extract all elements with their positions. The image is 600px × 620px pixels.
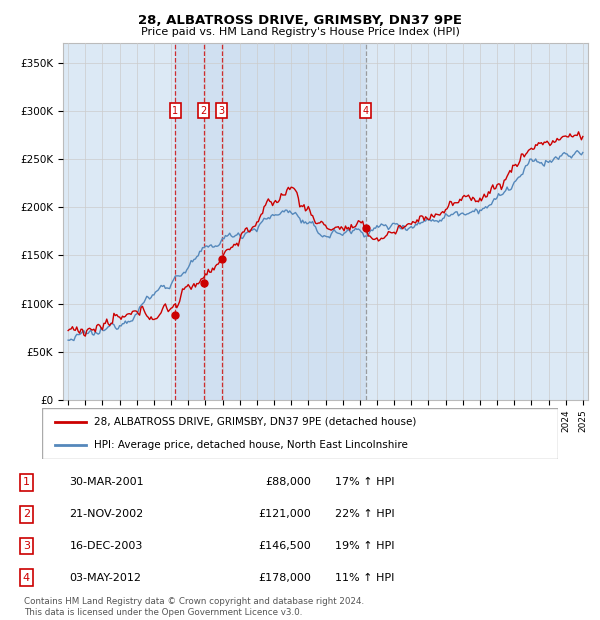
Text: £146,500: £146,500 [259,541,311,551]
Text: 1: 1 [23,477,30,487]
Text: 21-NOV-2002: 21-NOV-2002 [70,509,144,519]
Text: £121,000: £121,000 [259,509,311,519]
Text: £178,000: £178,000 [259,573,311,583]
FancyBboxPatch shape [42,408,558,459]
Text: 17% ↑ HPI: 17% ↑ HPI [335,477,394,487]
Text: Price paid vs. HM Land Registry's House Price Index (HPI): Price paid vs. HM Land Registry's House … [140,27,460,37]
Text: 30-MAR-2001: 30-MAR-2001 [70,477,144,487]
Text: 16-DEC-2003: 16-DEC-2003 [70,541,143,551]
Bar [175,43,365,400]
Text: 3: 3 [219,106,225,116]
Text: 4: 4 [362,106,369,116]
Text: 4: 4 [23,573,30,583]
Text: 3: 3 [23,541,30,551]
Text: 19% ↑ HPI: 19% ↑ HPI [335,541,394,551]
Text: 28, ALBATROSS DRIVE, GRIMSBY, DN37 9PE: 28, ALBATROSS DRIVE, GRIMSBY, DN37 9PE [138,14,462,27]
Text: Contains HM Land Registry data © Crown copyright and database right 2024.
This d: Contains HM Land Registry data © Crown c… [24,598,364,617]
Text: 1: 1 [172,106,178,116]
Text: HPI: Average price, detached house, North East Lincolnshire: HPI: Average price, detached house, Nort… [94,440,407,450]
Text: 2: 2 [200,106,207,116]
Text: 22% ↑ HPI: 22% ↑ HPI [335,509,394,519]
Text: 11% ↑ HPI: 11% ↑ HPI [335,573,394,583]
Text: 2: 2 [23,509,30,519]
Text: 03-MAY-2012: 03-MAY-2012 [70,573,142,583]
Text: £88,000: £88,000 [266,477,311,487]
Text: 28, ALBATROSS DRIVE, GRIMSBY, DN37 9PE (detached house): 28, ALBATROSS DRIVE, GRIMSBY, DN37 9PE (… [94,417,416,427]
